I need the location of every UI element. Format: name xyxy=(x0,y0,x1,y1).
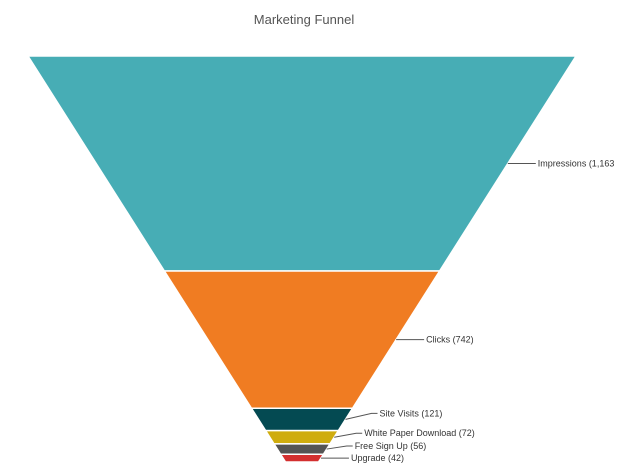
funnel-segment[interactable] xyxy=(26,55,578,272)
funnel-segment[interactable] xyxy=(250,407,354,432)
segment-label: Free Sign Up (56) xyxy=(355,441,427,451)
leader-line xyxy=(345,412,378,420)
funnel-segment[interactable] xyxy=(279,453,325,463)
leader-line xyxy=(326,445,353,450)
segment-label: Clicks (742) xyxy=(426,335,474,345)
funnel-segments xyxy=(26,55,578,463)
funnel-segment[interactable] xyxy=(272,443,332,455)
segment-label: Upgrade (42) xyxy=(351,453,404,463)
funnel-segment[interactable] xyxy=(264,429,340,445)
segment-label: Site Visits (121) xyxy=(380,408,443,418)
leader-line xyxy=(334,432,363,438)
segment-label: Impressions (1,163 xyxy=(538,159,615,169)
segment-label: White Paper Download (72) xyxy=(364,428,475,438)
funnel-labels: Impressions (1,163 Clicks (742) Site Visit… xyxy=(320,159,615,463)
chart-title: Marketing Funnel xyxy=(254,12,355,27)
